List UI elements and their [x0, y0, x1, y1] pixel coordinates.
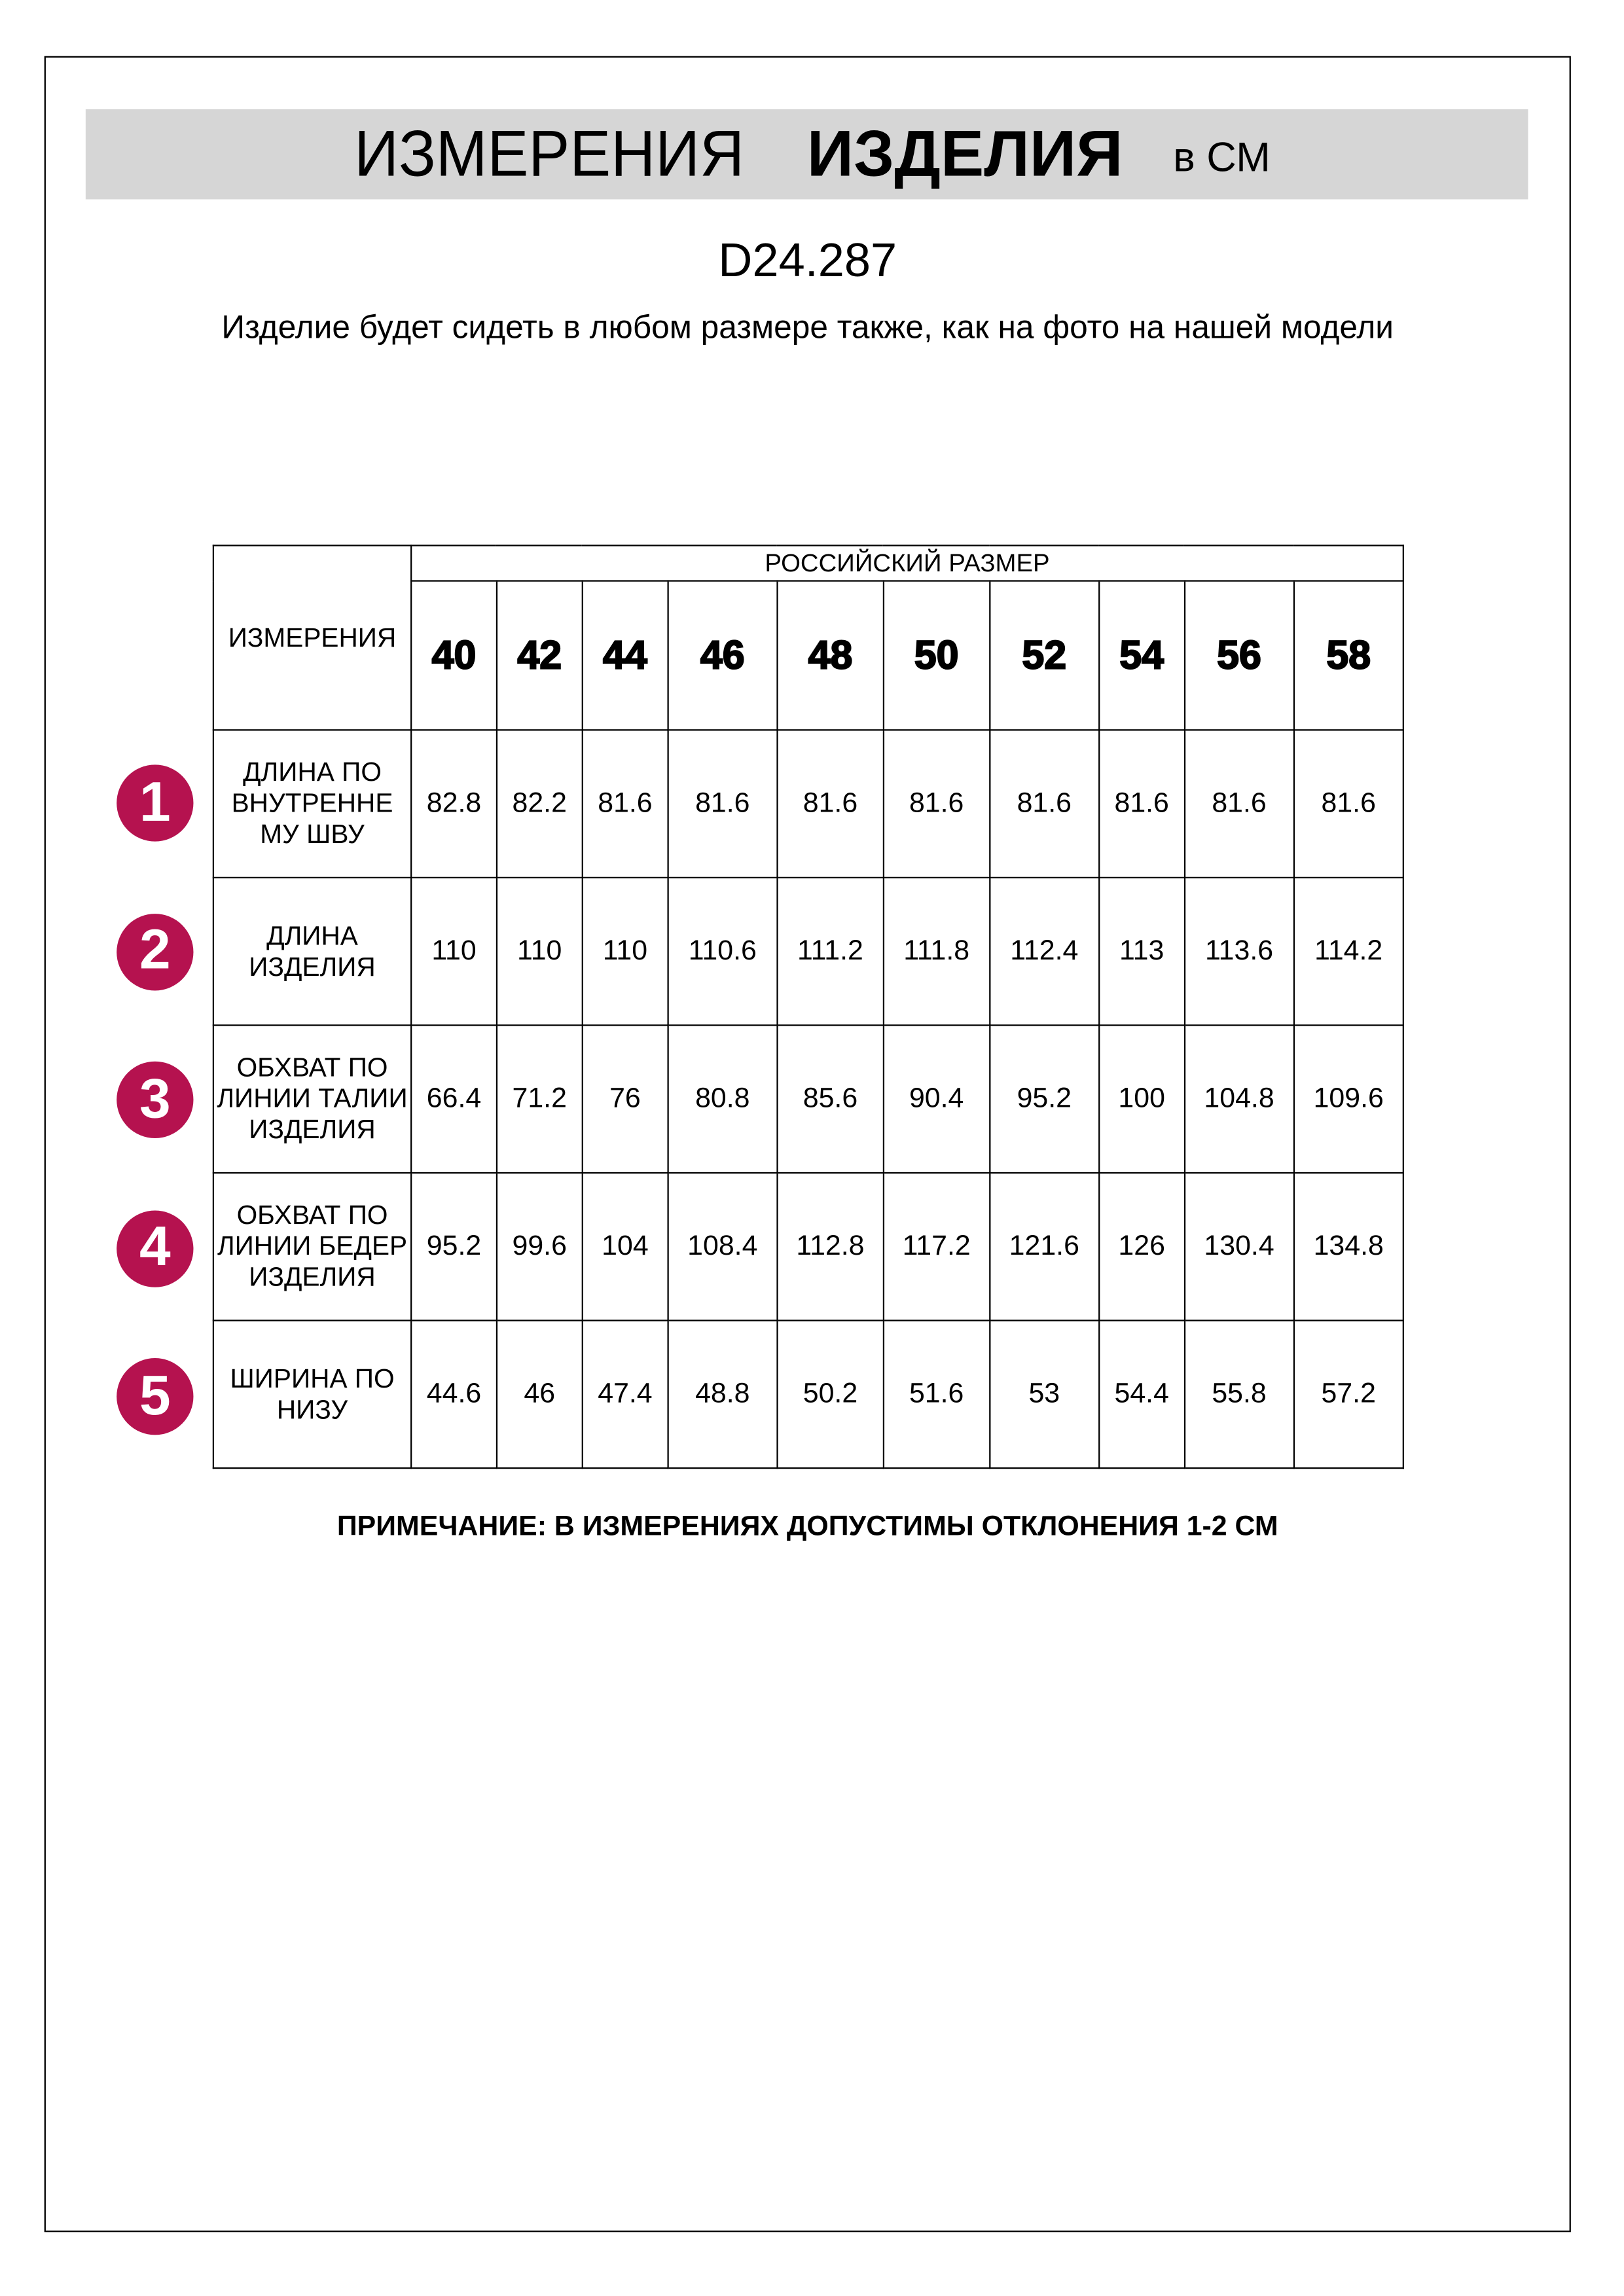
size-header-52: 52: [988, 580, 1100, 731]
measurement-label: ОБХВАТ ПО ЛИНИИ БЕДЕР ИЗДЕЛИЯ: [212, 1172, 412, 1321]
value-cell: 44.6: [410, 1319, 497, 1469]
table-row: ДЛИНА ПО ВНУТРЕННЕ МУ ШВУ 82.8 82.2 81.6 81.…: [212, 729, 1404, 879]
value-cell: 46: [496, 1319, 583, 1469]
title-regular: ИЗМЕРЕНИЯ: [353, 117, 744, 190]
size-header-46: 46: [667, 580, 778, 731]
measurements-header: ИЗМЕРЕНИЯ: [212, 545, 412, 731]
row-number-badge: 5: [117, 1358, 194, 1436]
value-cell: 50.2: [776, 1319, 884, 1469]
row-number-badge: 1: [117, 764, 194, 842]
size-header-42: 42: [496, 580, 583, 731]
size-header-40: 40: [410, 580, 497, 731]
value-cell: 66.4: [410, 1024, 497, 1174]
size-header-58: 58: [1293, 580, 1404, 731]
value-cell: 113: [1098, 876, 1185, 1026]
value-cell: 81.6: [667, 729, 778, 879]
product-code: D24.287: [718, 233, 897, 287]
value-cell: 111.2: [776, 876, 884, 1026]
value-cell: 81.6: [1098, 729, 1185, 879]
table-row: ОБХВАТ ПО ЛИНИИ БЕДЕР ИЗДЕЛИЯ 95.2 99.6 104…: [212, 1172, 1404, 1321]
measurement-label: ДЛИНА ПО ВНУТРЕННЕ МУ ШВУ: [212, 729, 412, 879]
value-cell: 81.6: [1183, 729, 1295, 879]
value-cell: 53: [988, 1319, 1100, 1469]
value-cell: 48.8: [667, 1319, 778, 1469]
size-table: ИЗМЕРЕНИЯ РОССИЙСКИЙ РАЗМЕР 40 42 44 46 48 50…: [212, 545, 1404, 1469]
value-cell: 104: [581, 1172, 669, 1321]
value-cell: 47.4: [581, 1319, 669, 1469]
size-group-header: РОССИЙСКИЙ РАЗМЕР: [410, 545, 1404, 582]
value-cell: 81.6: [776, 729, 884, 879]
value-cell: 80.8: [667, 1024, 778, 1174]
value-cell: 71.2: [496, 1024, 583, 1174]
value-cell: 130.4: [1183, 1172, 1295, 1321]
value-cell: 81.6: [581, 729, 669, 879]
value-cell: 81.6: [1293, 729, 1404, 879]
value-cell: 100: [1098, 1024, 1185, 1174]
row-number-badge: 4: [117, 1210, 194, 1287]
value-cell: 111.8: [882, 876, 990, 1026]
value-cell: 51.6: [882, 1319, 990, 1469]
value-cell: 95.2: [410, 1172, 497, 1321]
value-cell: 134.8: [1293, 1172, 1404, 1321]
value-cell: 110: [410, 876, 497, 1026]
value-cell: 121.6: [988, 1172, 1100, 1321]
table-row: ОБХВАТ ПО ЛИНИИ ТАЛИИ ИЗДЕЛИЯ 66.4 71.2 76 8…: [212, 1024, 1404, 1174]
row-number-badge: 2: [117, 913, 194, 990]
value-cell: 113.6: [1183, 876, 1295, 1026]
note: ПРИМЕЧАНИЕ: В ИЗМЕРЕНИЯХ ДОПУСТИМЫ ОТКЛО…: [336, 1511, 1278, 1543]
value-cell: 110: [581, 876, 669, 1026]
row-number-badge: 3: [117, 1062, 194, 1139]
value-cell: 82.8: [410, 729, 497, 879]
value-cell: 108.4: [667, 1172, 778, 1321]
value-cell: 95.2: [988, 1024, 1100, 1174]
size-header-48: 48: [776, 580, 884, 731]
value-cell: 82.2: [496, 729, 583, 879]
measurement-label: ШИРИНА ПО НИЗУ: [212, 1319, 412, 1469]
value-cell: 57.2: [1293, 1319, 1404, 1469]
value-cell: 117.2: [882, 1172, 990, 1321]
measurement-label: ОБХВАТ ПО ЛИНИИ ТАЛИИ ИЗДЕЛИЯ: [212, 1024, 412, 1174]
value-cell: 54.4: [1098, 1319, 1185, 1469]
subtitle: Изделие будет сидеть в любом размере так…: [221, 308, 1394, 346]
value-cell: 76: [581, 1024, 669, 1174]
value-cell: 90.4: [882, 1024, 990, 1174]
value-cell: 110.6: [667, 876, 778, 1026]
value-cell: 55.8: [1183, 1319, 1295, 1469]
value-cell: 99.6: [496, 1172, 583, 1321]
value-cell: 110: [496, 876, 583, 1026]
title-banner: ИЗМЕРЕНИЯ ИЗДЕЛИЯ в СМ: [85, 109, 1528, 200]
size-header-44: 44: [581, 580, 669, 731]
title-unit: в СМ: [1173, 134, 1271, 180]
table-row: ШИРИНА ПО НИЗУ 44.6 46 47.4 48.8 50.2 51.6 53 54…: [212, 1319, 1404, 1469]
value-cell: 81.6: [882, 729, 990, 879]
page-border: [44, 56, 1571, 2233]
measurement-label: ДЛИНА ИЗДЕЛИЯ: [212, 876, 412, 1026]
value-cell: 114.2: [1293, 876, 1404, 1026]
value-cell: 104.8: [1183, 1024, 1295, 1174]
value-cell: 81.6: [988, 729, 1100, 879]
value-cell: 109.6: [1293, 1024, 1404, 1174]
value-cell: 112.4: [988, 876, 1100, 1026]
size-header-50: 50: [882, 580, 990, 731]
title-bold: ИЗДЕЛИЯ: [806, 117, 1123, 190]
header-row: ИЗМЕРЕНИЯ РОССИЙСКИЙ РАЗМЕР: [212, 545, 1404, 731]
value-cell: 126: [1098, 1172, 1185, 1321]
size-header-56: 56: [1183, 580, 1295, 731]
sizes-row: 40 42 44 46 48 50 52 54 56 58: [213, 580, 1404, 731]
table-row: ДЛИНА ИЗДЕЛИЯ 110 110 110 110.6 111.2 111.8 112…: [212, 876, 1404, 1026]
size-header-54: 54: [1098, 580, 1185, 731]
value-cell: 85.6: [776, 1024, 884, 1174]
value-cell: 112.8: [776, 1172, 884, 1321]
